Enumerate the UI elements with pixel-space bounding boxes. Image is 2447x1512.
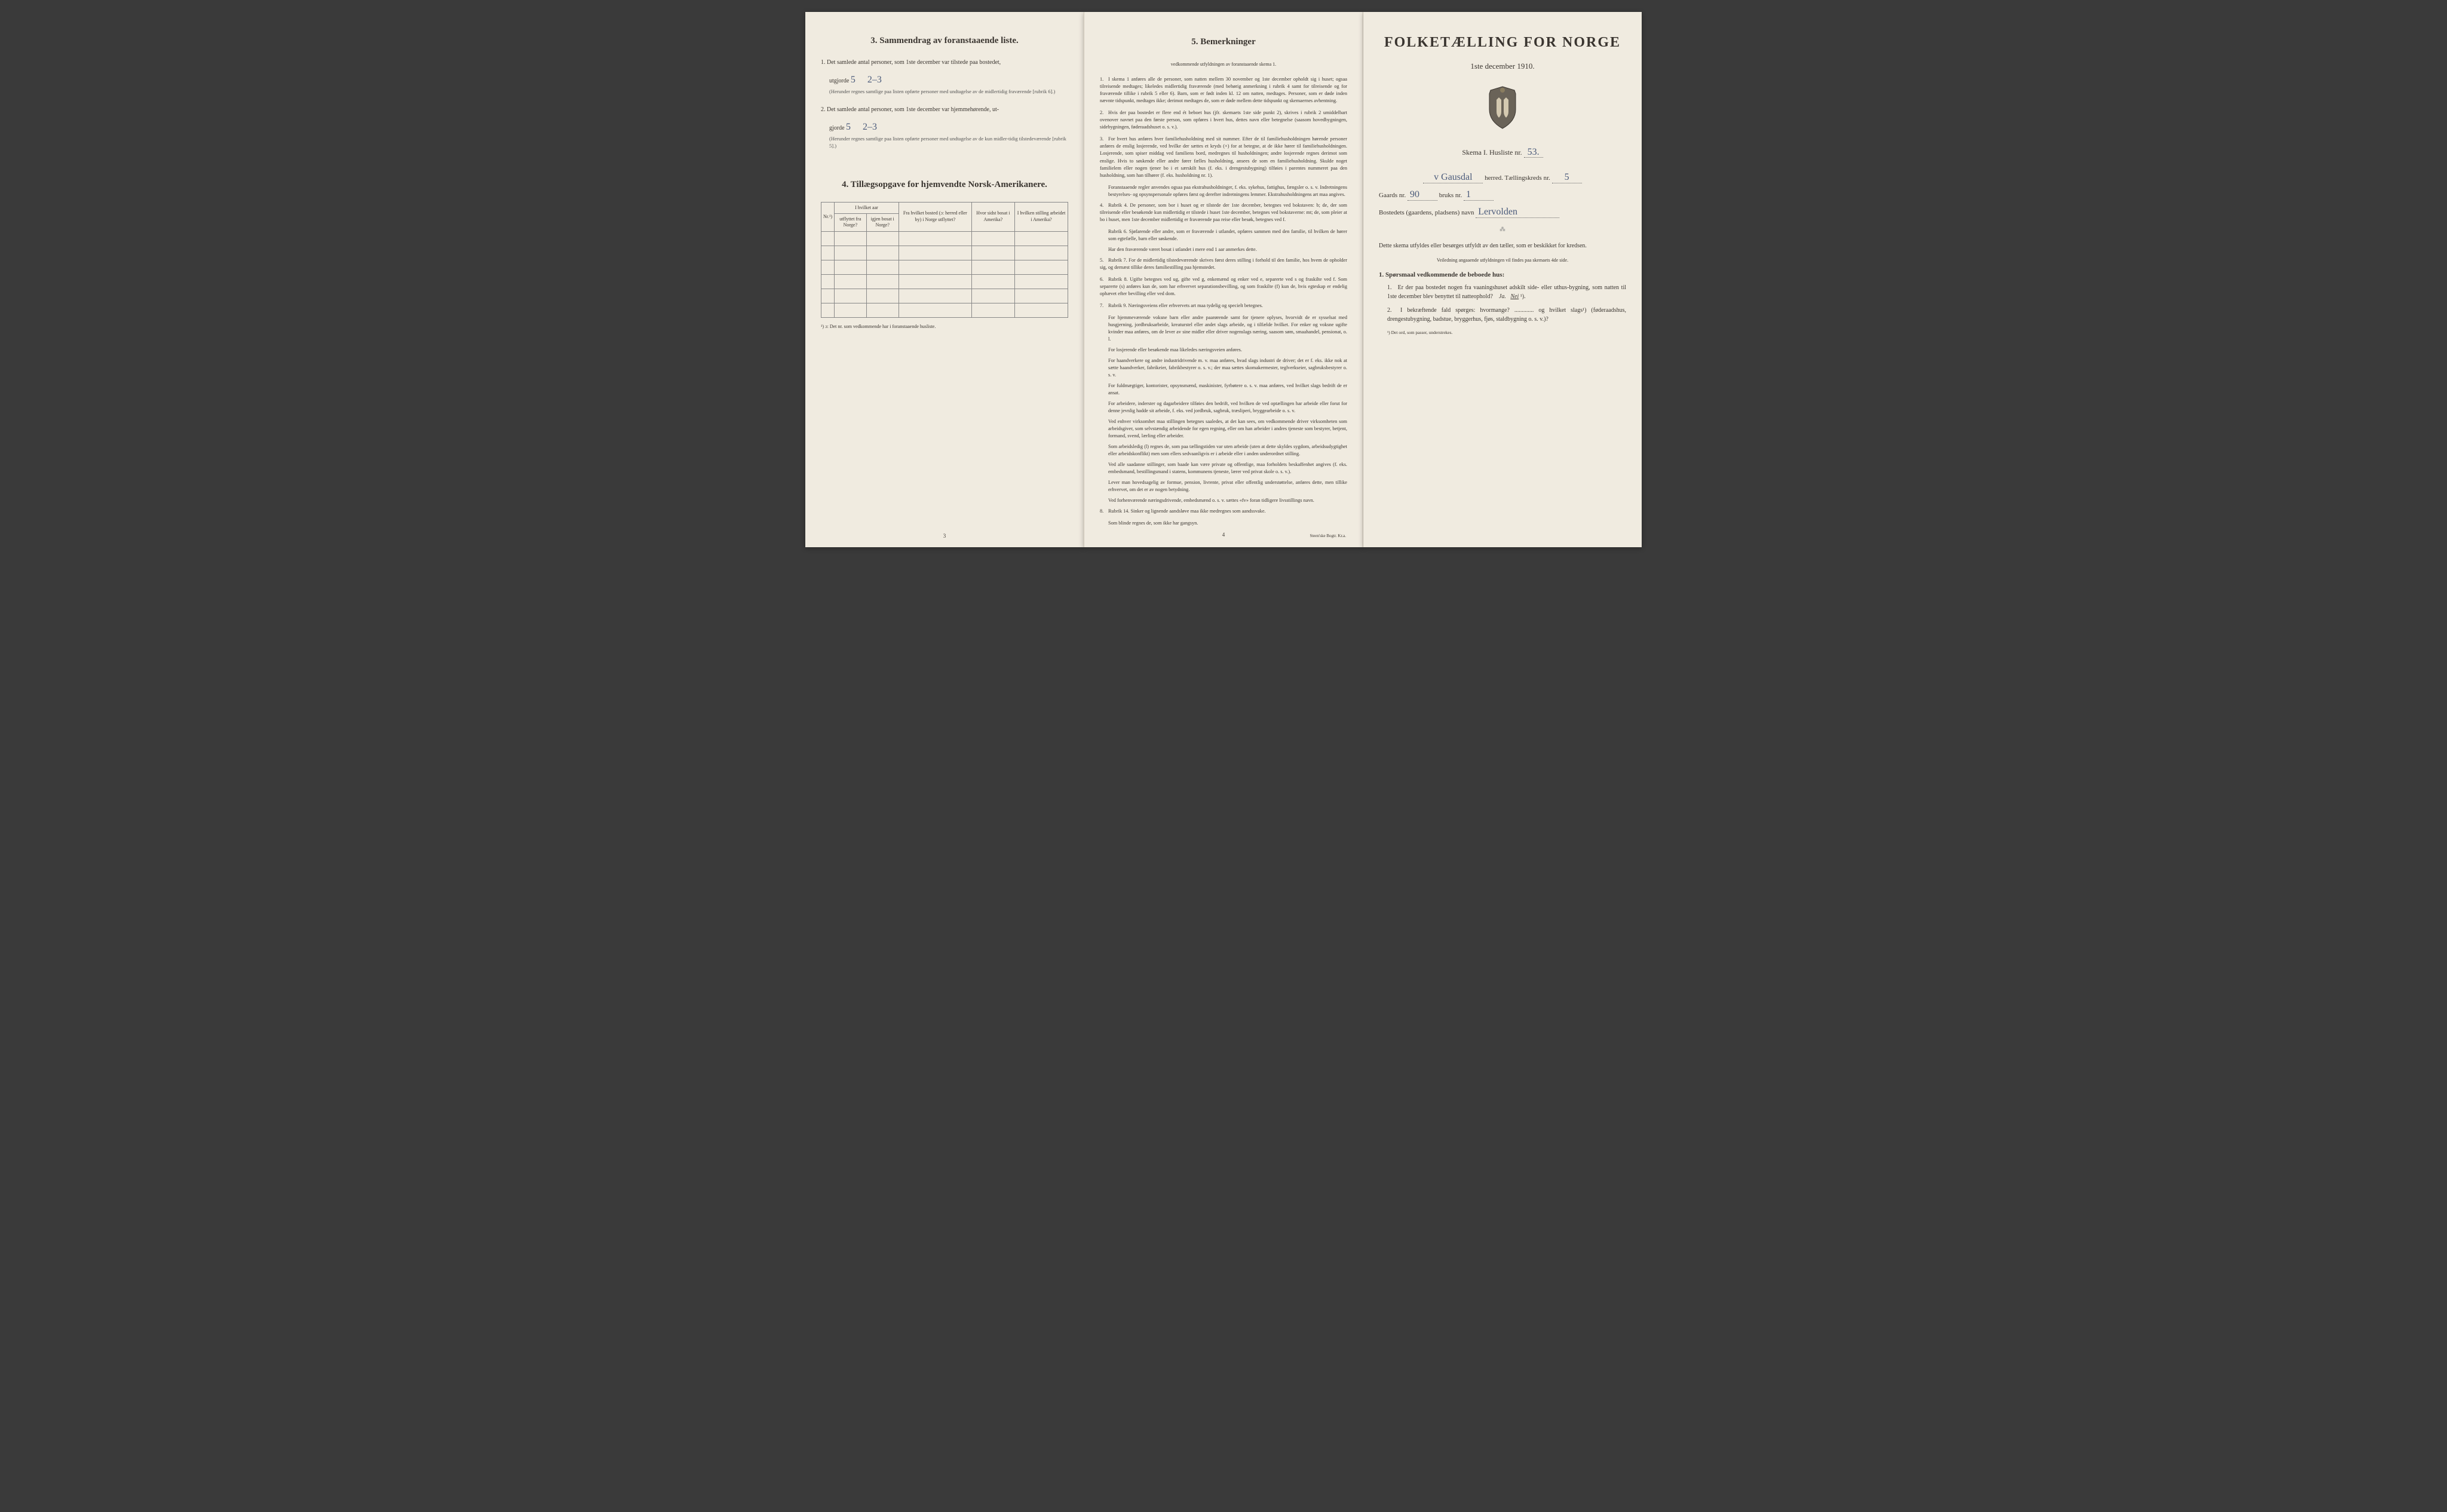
question-heading: 1. Spørsmaal vedkommende de beboede hus:	[1379, 271, 1626, 278]
coat-of-arms-icon	[1379, 85, 1626, 133]
table-row	[821, 303, 1068, 317]
hw-tilstede-split: 2–3	[867, 75, 882, 85]
hw-kreds-nr: 5	[1552, 172, 1582, 183]
item-2-line1: 2. Det samlede antal personer, som 1ste …	[821, 105, 1068, 114]
section-3-heading: 3. Sammendrag av foranstaaende liste.	[821, 36, 1068, 46]
instr-3b: Foranstaaende regler anvendes ogsaa paa …	[1108, 184, 1347, 198]
left-page: 3. Sammendrag av foranstaaende liste. 1.…	[805, 12, 1084, 547]
hw-hjemme-total: 5	[846, 122, 851, 132]
instr-4c: Har den fraværende været bosat i utlande…	[1108, 246, 1347, 253]
hw-bosted-navn: Lervolden	[1476, 207, 1559, 218]
instr-7d: For fuldmægtiger, kontorister, opsynsmæn…	[1108, 382, 1347, 397]
instr-1: 1.I skema 1 anføres alle de personer, so…	[1100, 76, 1347, 105]
hw-hjemme-split: 2–3	[863, 122, 877, 132]
answer-nei: Nei	[1510, 293, 1519, 300]
th-igjen: igjen bosat i Norge?	[866, 214, 899, 232]
section-4-heading: 4. Tillægsopgave for hjemvendte Norsk-Am…	[821, 180, 1068, 190]
instr-7: 7.Rubrik 9. Næringsveiens eller erhverve…	[1100, 302, 1347, 309]
th-hvorsidst: Hvor sidst bosat i Amerika?	[971, 202, 1014, 231]
table-row	[821, 231, 1068, 246]
th-stilling: I hvilken stilling arbeidet i Amerika?	[1015, 202, 1068, 231]
instr-4: 4.Rubrik 4. De personer, som bor i huset…	[1100, 202, 1347, 223]
middle-page: 5. Bemerkninger vedkommende utfyldningen…	[1084, 12, 1363, 547]
item-2-line2: gjorde 5 2–3	[829, 120, 1068, 134]
instr-8b: Som blinde regnes de, som ikke har gangs…	[1108, 520, 1347, 527]
item-2-note: (Herunder regnes samtlige paa listen opf…	[829, 136, 1068, 150]
page-number: 4	[1222, 531, 1225, 539]
th-nr: Nr.¹)	[821, 202, 835, 231]
right-page: FOLKETÆLLING FOR NORGE 1ste december 191…	[1363, 12, 1642, 547]
hw-husliste-nr: 53.	[1524, 147, 1543, 158]
th-frahvilket: Fra hvilket bosted (ɔ: herred eller by) …	[899, 202, 971, 231]
instr-7i: Lever man hovedsagelig av formue, pensio…	[1108, 479, 1347, 493]
census-title: FOLKETÆLLING FOR NORGE	[1379, 35, 1626, 51]
hw-bruks-nr: 1	[1464, 189, 1494, 201]
instr-7c: For haandverkere og andre industridriven…	[1108, 357, 1347, 379]
th-ihvilket: I hvilket aar	[835, 202, 899, 213]
instruction-text: Dette skema utfyldes eller besørges utfy…	[1379, 241, 1626, 250]
instr-7h: Ved alle saadanne stillinger, som baade …	[1108, 461, 1347, 476]
gaards-line: Gaards nr. 90 bruks nr. 1	[1379, 189, 1626, 201]
instr-7g: Som arbeidsledig (l) regnes de, som paa …	[1108, 443, 1347, 458]
instr-7e: For arbeidere, inderster og dagarbeidere…	[1108, 400, 1347, 415]
table-row	[821, 260, 1068, 274]
emigrant-table: Nr.¹) I hvilket aar Fra hvilket bosted (…	[821, 202, 1068, 318]
instr-5: 5.Rubrik 7. For de midlertidig tilstedev…	[1100, 257, 1347, 271]
herred-line: v Gausdal herred. Tællingskreds nr. 5	[1379, 172, 1626, 183]
emigrant-tbody	[821, 231, 1068, 317]
question-1: 1. Er der paa bostedet nogen fra vaaning…	[1387, 283, 1626, 301]
instr-7a: For hjemmeværende voksne barn eller andr…	[1108, 314, 1347, 343]
instr-7b: For losjerende eller besøkende maa likel…	[1108, 346, 1347, 354]
hw-gaards-nr: 90	[1408, 189, 1437, 201]
printer-mark: Steen'ske Bogtr. Kr.a.	[1310, 533, 1346, 539]
hw-herred: v Gausdal	[1423, 172, 1483, 183]
page-number: 3	[943, 533, 946, 539]
instr-7f: Ved enhver virksomhet maa stillingen bet…	[1108, 418, 1347, 440]
skema-line: Skema I. Husliste nr. 53.	[1379, 147, 1626, 158]
instr-2: 2.Hvis der paa bostedet er flere end ét …	[1100, 109, 1347, 131]
bosted-line: Bostedets (gaardens, pladsens) navn Lerv…	[1379, 207, 1626, 218]
table-row	[821, 274, 1068, 289]
instr-4b: Rubrik 6. Sjøfarende eller andre, som er…	[1108, 228, 1347, 243]
instr-8: 8.Rubrik 14. Sinker og lignende aandsløv…	[1100, 508, 1347, 515]
census-subtitle: 1ste december 1910.	[1379, 62, 1626, 71]
table-row	[821, 289, 1068, 303]
item-1-line2: utgjorde 5 2–3	[829, 73, 1068, 87]
question-footnote: ¹) Det ord, som passer, understrekes.	[1387, 330, 1626, 335]
section-5-heading: 5. Bemerkninger	[1100, 36, 1347, 49]
instruction-small: Veiledning angaaende utfyldningen vil fi…	[1379, 257, 1626, 263]
hw-tilstede-total: 5	[851, 75, 855, 85]
item-1-note: (Herunder regnes samtlige paa listen opf…	[829, 88, 1068, 96]
instr-6: 6.Rubrik 8. Ugifte betegnes ved ug, gift…	[1100, 276, 1347, 298]
instr-3: 3.For hvert hus anføres hver familiehush…	[1100, 136, 1347, 179]
question-2: 2. I bekræftende fald spørges: hvormange…	[1387, 306, 1626, 324]
instr-7j: Ved forhenværende næringsdrivende, embed…	[1108, 497, 1347, 504]
item-1-line1: 1. Det samlede antal personer, som 1ste …	[821, 58, 1068, 67]
table-row	[821, 246, 1068, 260]
table-footnote: ¹) ɔ: Det nr. som vedkommende har i fora…	[821, 324, 1068, 329]
divider-ornament: ⁂	[1379, 226, 1626, 233]
section-5-sub: vedkommende utfyldningen av foranstaaend…	[1100, 61, 1347, 68]
th-utflyttet: utflyttet fra Norge?	[835, 214, 866, 232]
